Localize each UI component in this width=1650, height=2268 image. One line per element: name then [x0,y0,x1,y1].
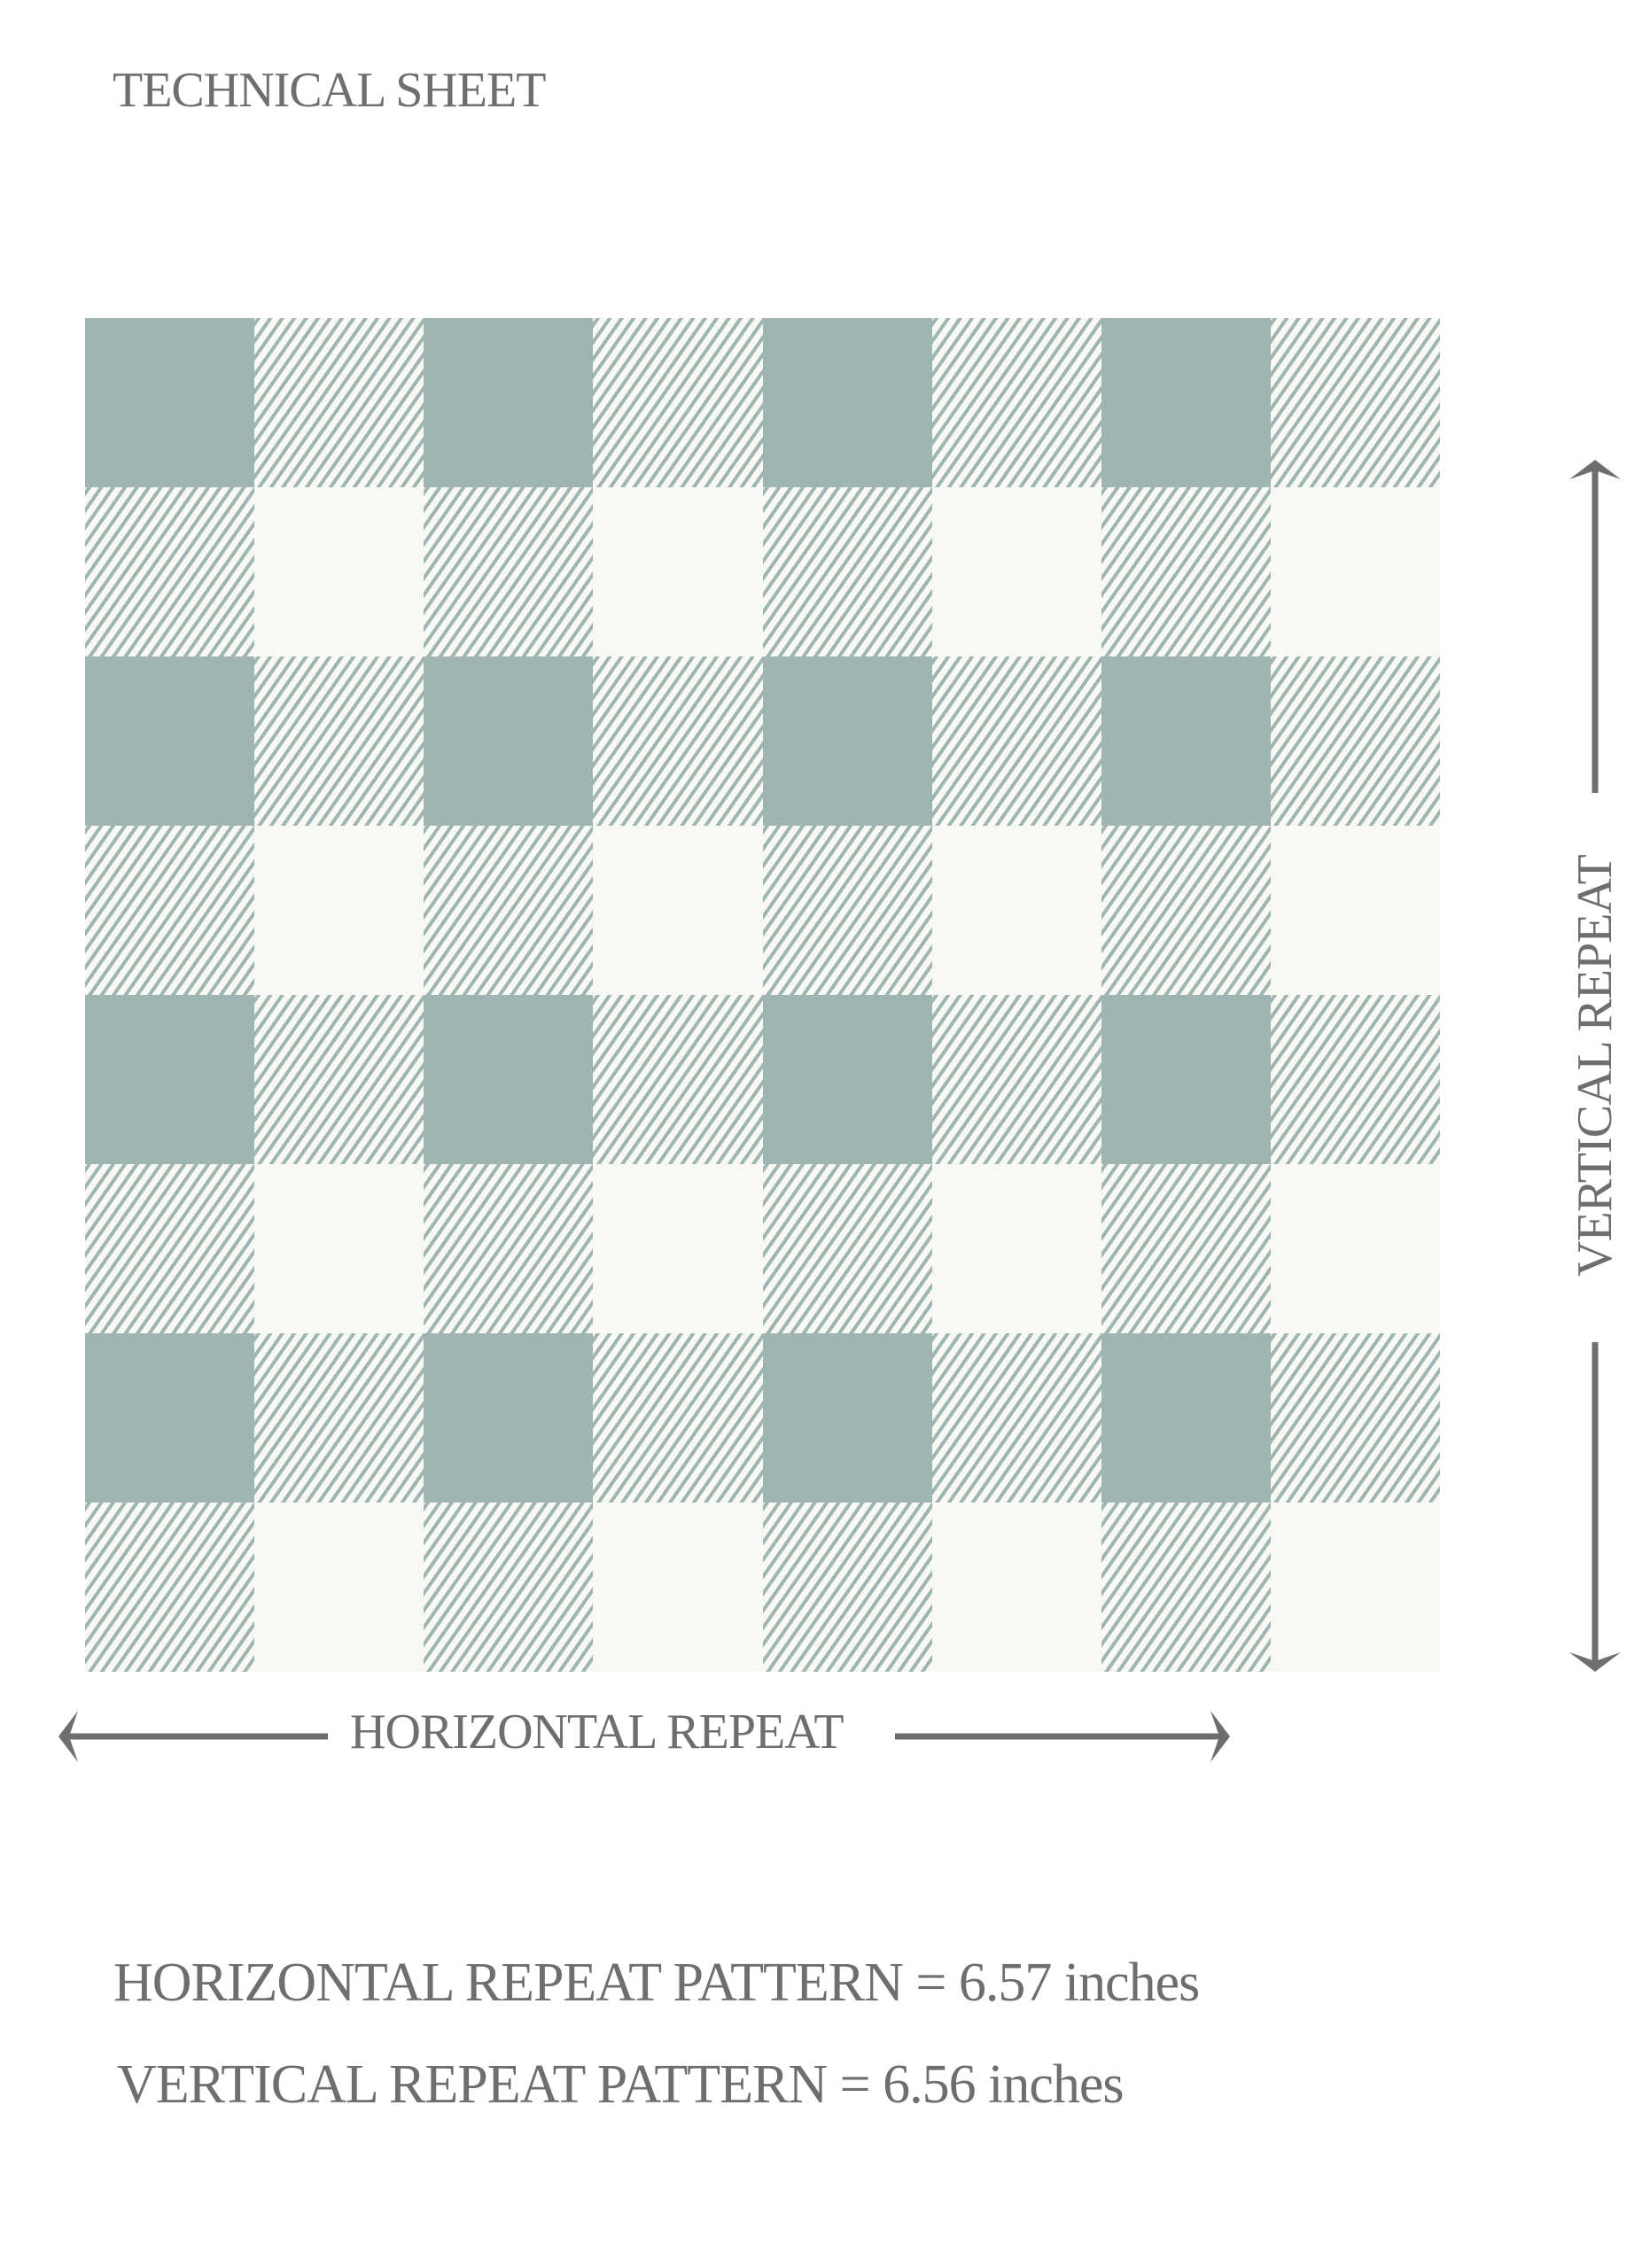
pattern-cell-stripe [1270,995,1440,1164]
pattern-cell-stripe [931,1333,1101,1503]
pattern-cell-solid [85,656,255,826]
pattern-cell-plain [931,1503,1101,1672]
pattern-cell-stripe [254,318,424,487]
pattern-cell-solid [762,995,932,1164]
pattern-cell-stripe [1101,826,1271,995]
pattern-cell-stripe [1270,318,1440,487]
pattern-cell-solid [1101,995,1271,1164]
gingham-pattern-swatch [85,318,1440,1672]
pattern-cell-solid [424,1333,594,1503]
pattern-cell-plain [254,826,424,995]
pattern-cell-plain [1270,1164,1440,1333]
pattern-cell-solid [762,656,932,826]
pattern-cell-stripe [931,995,1101,1164]
pattern-cell-stripe [762,1503,932,1672]
pattern-cell-stripe [1101,1503,1271,1672]
pattern-cell-stripe [85,487,255,656]
pattern-cell-stripe [593,995,763,1164]
pattern-cell-plain [931,1164,1101,1333]
pattern-cell-solid [85,995,255,1164]
horizontal-repeat-spec: HORIZONTAL REPEAT PATTERN = 6.57 inches [113,1953,1200,2013]
pattern-cell-stripe [254,995,424,1164]
pattern-cell-plain [593,1503,763,1672]
pattern-cell-stripe [424,1503,594,1672]
page-title: TECHNICAL SHEET [113,63,546,118]
pattern-cell-plain [254,1164,424,1333]
horizontal-repeat-label: HORIZONTAL REPEAT [350,1705,844,1759]
pattern-cell-stripe [762,1164,932,1333]
horizontal-repeat-arrow [58,1711,1230,1762]
vertical-repeat-label: VERTICAL REPEAT [1568,855,1623,1277]
pattern-cell-solid [762,1333,932,1503]
pattern-cell-plain [931,826,1101,995]
pattern-cell-solid [1101,318,1271,487]
pattern-cell-solid [424,656,594,826]
pattern-cell-stripe [85,1503,255,1672]
pattern-cell-solid [424,995,594,1164]
pattern-cell-stripe [762,826,932,995]
pattern-cell-stripe [85,1164,255,1333]
pattern-cell-plain [931,487,1101,656]
pattern-cell-stripe [931,656,1101,826]
pattern-cell-solid [762,318,932,487]
pattern-cell-plain [593,1164,763,1333]
pattern-cell-stripe [593,656,763,826]
pattern-cell-plain [593,487,763,656]
pattern-cell-solid [85,318,255,487]
pattern-cell-plain [254,487,424,656]
pattern-cell-solid [424,318,594,487]
pattern-cell-plain [254,1503,424,1672]
pattern-cell-solid [1101,1333,1271,1503]
vertical-repeat-arrow [1569,460,1621,1672]
pattern-cell-stripe [593,318,763,487]
pattern-cell-stripe [1101,1164,1271,1333]
pattern-cell-plain [593,826,763,995]
pattern-cell-stripe [424,1164,594,1333]
pattern-cell-stripe [85,826,255,995]
pattern-cell-stripe [1270,656,1440,826]
pattern-cell-stripe [1270,1333,1440,1503]
pattern-cell-stripe [762,487,932,656]
pattern-cell-stripe [254,1333,424,1503]
pattern-cell-solid [85,1333,255,1503]
pattern-cell-plain [1270,487,1440,656]
pattern-cell-plain [1270,826,1440,995]
pattern-cell-stripe [593,1333,763,1503]
vertical-repeat-spec: VERTICAL REPEAT PATTERN = 6.56 inches [117,2054,1125,2115]
pattern-cell-stripe [254,656,424,826]
pattern-cell-stripe [1101,487,1271,656]
pattern-cell-solid [1101,656,1271,826]
pattern-cell-plain [1270,1503,1440,1672]
pattern-cell-stripe [424,487,594,656]
pattern-cell-stripe [931,318,1101,487]
pattern-cell-stripe [424,826,594,995]
